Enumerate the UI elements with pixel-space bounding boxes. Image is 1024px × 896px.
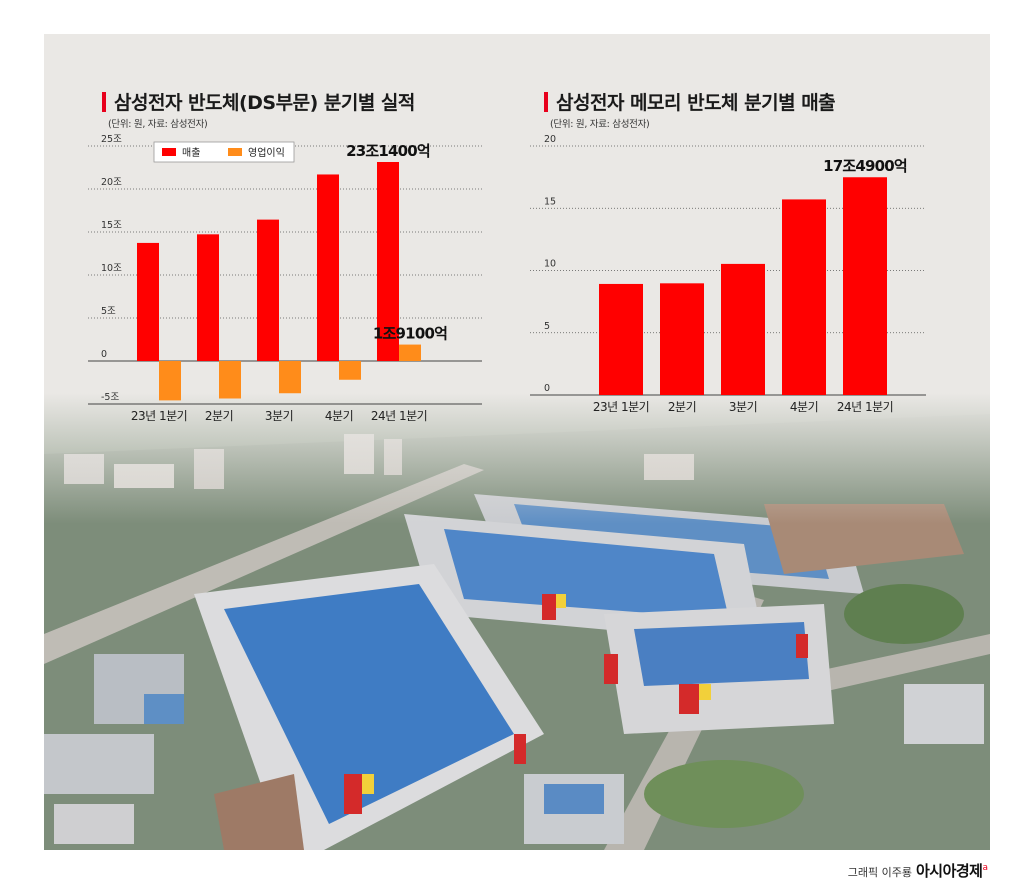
chart-1-category-label: 2분기 [205,409,233,423]
chart-1-legend-swatch [228,148,242,156]
chart-1-ytick-label: 10조 [101,263,122,274]
chart-1-bar-영업이익 [159,361,181,401]
chart-1-title-text: 삼성전자 반도체(DS부문) 분기별 실적 [114,92,415,114]
chart-1-bar-영업이익 [279,361,301,394]
chart-2-ytick-label: 20 [544,134,556,145]
chart-1-value-label: 23조1400억 [346,142,430,160]
chart-2-bar-value [843,177,887,395]
chart-2-category-label: 2분기 [668,400,696,414]
chart-2-value-label: 17조4900억 [823,157,907,175]
chart-2-bar-value [599,283,643,395]
chart-2-bar-value [782,199,826,395]
chart-2-ytick-label: 15 [544,196,556,207]
semiconductor-plant-aerial-photo [44,34,990,850]
chart-2-title-text: 삼성전자 메모리 반도체 분기별 매출 [556,92,836,114]
chart-1-ytick-label: 0 [101,349,107,360]
chart-1-bar-영업이익 [399,344,421,361]
chart-2-category-label: 3분기 [729,400,757,414]
chart-1-legend-label: 매출 [182,147,200,159]
chart-2-category-label: 4분기 [790,400,818,414]
chart-2-category-label: 23년 1분기 [593,400,649,414]
chart-1-legend-swatch [162,148,176,156]
chart-2-bar-value [660,283,704,395]
chart-1-category-label: 4분기 [325,409,353,423]
brand-mark: a [982,863,988,873]
chart-1-bar-매출 [317,174,339,361]
chart-2-ytick-label: 0 [544,383,550,394]
chart-1-ytick-label: 20조 [101,177,122,188]
chart-2-bar-value [721,263,765,395]
chart-1-bar-매출 [257,219,279,361]
chart-1-category-label: 3분기 [265,409,293,423]
chart-1-title: 삼성전자 반도체(DS부문) 분기별 실적 [102,88,415,115]
chart-1-ytick-label: 25조 [101,134,122,145]
chart-1-bar-영업이익 [219,361,241,399]
chart-1-legend-box [153,141,295,163]
chart-1-bar-매출 [377,161,399,361]
chart-1-subtitle: (단위: 원, 자료: 삼성전자) [108,119,208,130]
title-accent-bar [544,92,548,112]
chart-2-ytick-label: 5 [544,321,550,332]
infographic-canvas: 삼성전자 반도체(DS부문) 분기별 실적 (단위: 원, 자료: 삼성전자) … [44,34,990,850]
chart-1-bar-매출 [137,242,159,361]
chart-1-category-label: 23년 1분기 [131,409,187,423]
chart-1-ytick-label: -5조 [101,392,119,403]
chart-1-category-label: 24년 1분기 [371,409,427,423]
chart-1-bar-영업이익 [339,361,361,380]
chart-1-ytick-label: 15조 [101,220,122,231]
chart-1-ytick-label: 5조 [101,306,116,317]
chart-2-subtitle: (단위: 원, 자료: 삼성전자) [550,119,650,130]
brand-name: 아시아경제 [915,862,983,880]
chart-2-title: 삼성전자 메모리 반도체 분기별 매출 [544,88,836,115]
chart-2-ytick-label: 10 [544,259,556,270]
chart-1-value-label: 1조9100억 [373,325,447,343]
credit-prefix: 그래픽 이주룡 [847,866,912,879]
chart-2-category-label: 24년 1분기 [837,400,893,414]
chart-1-legend-label: 영업이익 [248,146,285,159]
title-accent-bar [102,92,106,112]
credit: 그래픽 이주룡 아시아경제a [848,860,988,881]
chart-1-plot: 25조 20조 15조 10조 5조 0 -5조 23년 1분기 2분기 3분기 4분기 24년 1분… [88,134,926,423]
chart-1-bar-매출 [197,234,219,361]
